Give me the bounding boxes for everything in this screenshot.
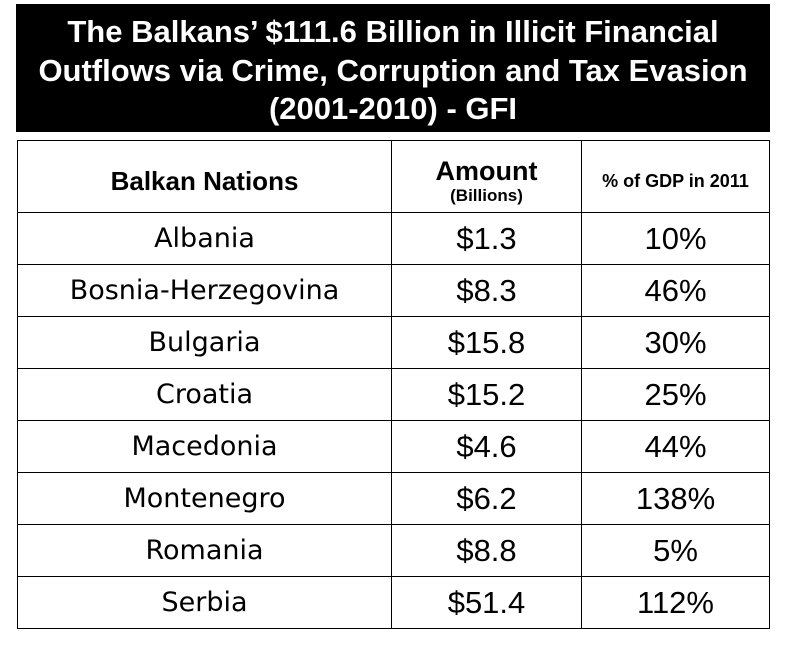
- amount-cell: $15.2: [391, 368, 582, 421]
- gdp-percent-cell: 25%: [581, 368, 770, 421]
- gdp-percent-cell: 44%: [581, 420, 770, 473]
- table-row: Croatia $15.2 25%: [17, 368, 770, 421]
- header-gdp: % of GDP in 2011: [602, 170, 749, 191]
- amount-cell: $15.8: [391, 316, 582, 369]
- amount-cell: $6.2: [391, 472, 582, 525]
- gdp-percent-cell: 10%: [581, 212, 770, 265]
- amount-cell: $1.3: [391, 212, 582, 265]
- amount-cell: $51.4: [391, 576, 582, 629]
- title-banner: The Balkans’ $111.6 Billion in Illicit F…: [16, 4, 770, 132]
- chart-title: The Balkans’ $111.6 Billion in Illicit F…: [38, 14, 748, 126]
- data-table: Balkan Nations Amount (Billions) % of GD…: [17, 140, 770, 629]
- gdp-percent-cell: 30%: [581, 316, 770, 369]
- nation-cell: Montenegro: [17, 472, 392, 525]
- nation-cell: Serbia: [17, 576, 392, 629]
- header-amount-cell: Amount (Billions): [391, 140, 582, 213]
- table-row: Romania $8.8 5%: [17, 524, 770, 577]
- amount-cell: $8.8: [391, 524, 582, 577]
- table-body: Albania $1.3 10% Bosnia-Herzegovina $8.3 46% B…: [17, 212, 770, 629]
- amount-cell: $4.6: [391, 420, 582, 473]
- table-row: Montenegro $6.2 138%: [17, 472, 770, 525]
- header-gdp-cell: % of GDP in 2011: [581, 140, 770, 213]
- header-nation: Balkan Nations: [110, 166, 299, 196]
- nation-cell: Albania: [17, 212, 392, 265]
- nation-cell: Macedonia: [17, 420, 392, 473]
- gdp-percent-cell: 112%: [581, 576, 770, 629]
- nation-cell: Bosnia-Herzegovina: [17, 264, 392, 317]
- header-amount-unit: (Billions): [450, 186, 523, 205]
- amount-cell: $8.3: [391, 264, 582, 317]
- header-row: Balkan Nations Amount (Billions) % of GD…: [17, 140, 770, 213]
- nation-cell: Romania: [17, 524, 392, 577]
- nation-cell: Bulgaria: [17, 316, 392, 369]
- table-row: Macedonia $4.6 44%: [17, 420, 770, 473]
- table-row: Albania $1.3 10%: [17, 212, 770, 265]
- gdp-percent-cell: 5%: [581, 524, 770, 577]
- gdp-percent-cell: 138%: [581, 472, 770, 525]
- header-amount: Amount: [435, 156, 538, 186]
- table-row: Bosnia-Herzegovina $8.3 46%: [17, 264, 770, 317]
- table-row: Bulgaria $15.8 30%: [17, 316, 770, 369]
- nation-cell: Croatia: [17, 368, 392, 421]
- header-nation-cell: Balkan Nations: [17, 140, 392, 213]
- gdp-percent-cell: 46%: [581, 264, 770, 317]
- table-row: Serbia $51.4 112%: [17, 576, 770, 629]
